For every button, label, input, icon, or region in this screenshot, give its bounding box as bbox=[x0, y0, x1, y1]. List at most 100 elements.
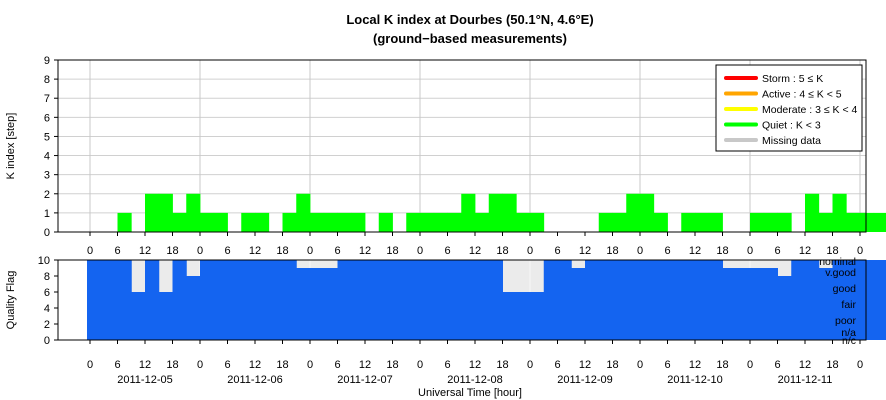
quality-flag-bar bbox=[791, 260, 806, 340]
quality-flag-bar bbox=[681, 260, 696, 340]
x-tick-label: 6 bbox=[334, 245, 340, 257]
y-tick-label: 7 bbox=[44, 93, 50, 105]
k-index-bar bbox=[805, 193, 820, 232]
quality-flag-bars bbox=[87, 260, 886, 340]
x-tick-label: 18 bbox=[496, 245, 508, 257]
k-index-bar bbox=[461, 193, 476, 232]
x-tick-label: 18 bbox=[826, 245, 838, 257]
k-index-bar bbox=[420, 212, 435, 232]
x-tick-label: 12 bbox=[579, 245, 591, 257]
k-index-bar bbox=[310, 212, 325, 232]
k-index-bar bbox=[447, 212, 462, 232]
y-tick-label: 4 bbox=[44, 303, 50, 315]
quality-flag-bar bbox=[612, 260, 627, 340]
x-tick-label: 12 bbox=[139, 245, 151, 257]
k-index-y-axis-label: K index [step] bbox=[5, 113, 17, 180]
k-index-bar bbox=[378, 212, 393, 232]
y-tick-label: 10 bbox=[38, 255, 50, 267]
k-index-bar bbox=[681, 212, 696, 232]
k-index-bar bbox=[873, 212, 886, 232]
k-index-bar bbox=[172, 212, 187, 232]
quality-flag-bar bbox=[172, 260, 187, 340]
legend-label: Missing data bbox=[762, 135, 821, 147]
quality-flag-bar bbox=[268, 260, 283, 340]
quality-flag-bar bbox=[750, 268, 765, 340]
x-tick-label: 0 bbox=[747, 359, 753, 371]
x-tick-label: 0 bbox=[857, 245, 863, 257]
k-index-bar bbox=[598, 212, 613, 232]
quality-flag-bar bbox=[585, 260, 600, 340]
chart-subtitle: (ground−based measurements) bbox=[373, 31, 567, 46]
y-tick-label: 2 bbox=[44, 319, 50, 331]
y-tick-label: 6 bbox=[44, 287, 50, 299]
x-tick-label: 6 bbox=[444, 245, 450, 257]
k-index-bar bbox=[818, 212, 833, 232]
k-index-bar bbox=[351, 212, 366, 232]
quality-flag-bar bbox=[131, 292, 146, 340]
k-index-bar bbox=[750, 212, 765, 232]
k-index-bar bbox=[695, 212, 710, 232]
quality-flag-bar bbox=[873, 260, 886, 340]
date-label: 2011-12-08 bbox=[447, 374, 502, 386]
x-tick-label: 0 bbox=[417, 359, 423, 371]
x-axis-label: Universal Time [hour] bbox=[418, 387, 522, 399]
quality-flag-bar bbox=[736, 268, 751, 340]
quality-flag-bar bbox=[200, 260, 215, 340]
k-index-bar bbox=[406, 212, 421, 232]
x-tick-label: 0 bbox=[637, 359, 643, 371]
x-tick-label: 0 bbox=[197, 359, 203, 371]
k-index-bar bbox=[502, 193, 517, 232]
x-tick-label: 12 bbox=[139, 359, 151, 371]
quality-flag-bar bbox=[365, 260, 380, 340]
y-tick-label: 4 bbox=[44, 151, 50, 163]
quality-flag-bar bbox=[598, 260, 613, 340]
y-tick-label: 6 bbox=[44, 112, 50, 124]
x-tick-label: 12 bbox=[469, 245, 481, 257]
y-tick-label: 3 bbox=[44, 170, 50, 182]
x-tick-label: 0 bbox=[87, 245, 93, 257]
x-tick-label: 18 bbox=[716, 359, 728, 371]
date-label: 2011-12-06 bbox=[227, 374, 282, 386]
x-tick-label: 6 bbox=[664, 359, 670, 371]
quality-flag-level: poor bbox=[835, 315, 857, 327]
x-tick-label: 12 bbox=[689, 245, 701, 257]
x-tick-label: 18 bbox=[386, 245, 398, 257]
quality-flag-bar bbox=[296, 268, 311, 340]
quality-flag-level: fair bbox=[841, 299, 856, 311]
quality-flag-level: nominal bbox=[819, 256, 856, 268]
chart-title: Local K index at Dourbes (50.1°N, 4.6°E) bbox=[346, 12, 593, 27]
x-tick-label: 0 bbox=[307, 245, 313, 257]
k-index-bar bbox=[200, 212, 215, 232]
x-tick-label: 0 bbox=[197, 245, 203, 257]
quality-flag-level: n/a bbox=[841, 327, 856, 339]
x-tick-label: 12 bbox=[249, 359, 261, 371]
x-tick-label: 12 bbox=[469, 359, 481, 371]
quality-flag-bar bbox=[502, 292, 517, 340]
quality-flag-bar bbox=[351, 260, 366, 340]
k-index-bar bbox=[117, 212, 132, 232]
k-index-bar bbox=[186, 193, 201, 232]
x-tick-label: 0 bbox=[747, 245, 753, 257]
k-index-bar bbox=[158, 193, 173, 232]
k-index-bar bbox=[296, 193, 311, 232]
date-label: 2011-12-11 bbox=[778, 374, 833, 386]
k-index-bars bbox=[117, 193, 886, 232]
quality-flag-bar bbox=[543, 260, 558, 340]
x-tick-label: 6 bbox=[774, 359, 780, 371]
x-tick-label: 6 bbox=[114, 359, 120, 371]
quality-flag-bar bbox=[860, 260, 875, 340]
quality-flag-bar bbox=[818, 268, 833, 340]
quality-flag-bar bbox=[571, 268, 586, 340]
quality-flag-bar bbox=[282, 260, 297, 340]
quality-flag-bar bbox=[433, 260, 448, 340]
k-index-bar bbox=[323, 212, 338, 232]
k-index-bar bbox=[282, 212, 297, 232]
k-index-bar bbox=[213, 212, 228, 232]
quality-y-ticks: 0 2 4 6 8 10 bbox=[38, 255, 58, 347]
y-tick-label: 5 bbox=[44, 131, 50, 143]
x-tick-label: 12 bbox=[359, 245, 371, 257]
y-tick-label: 8 bbox=[44, 271, 50, 283]
y-tick-label: 2 bbox=[44, 189, 50, 201]
